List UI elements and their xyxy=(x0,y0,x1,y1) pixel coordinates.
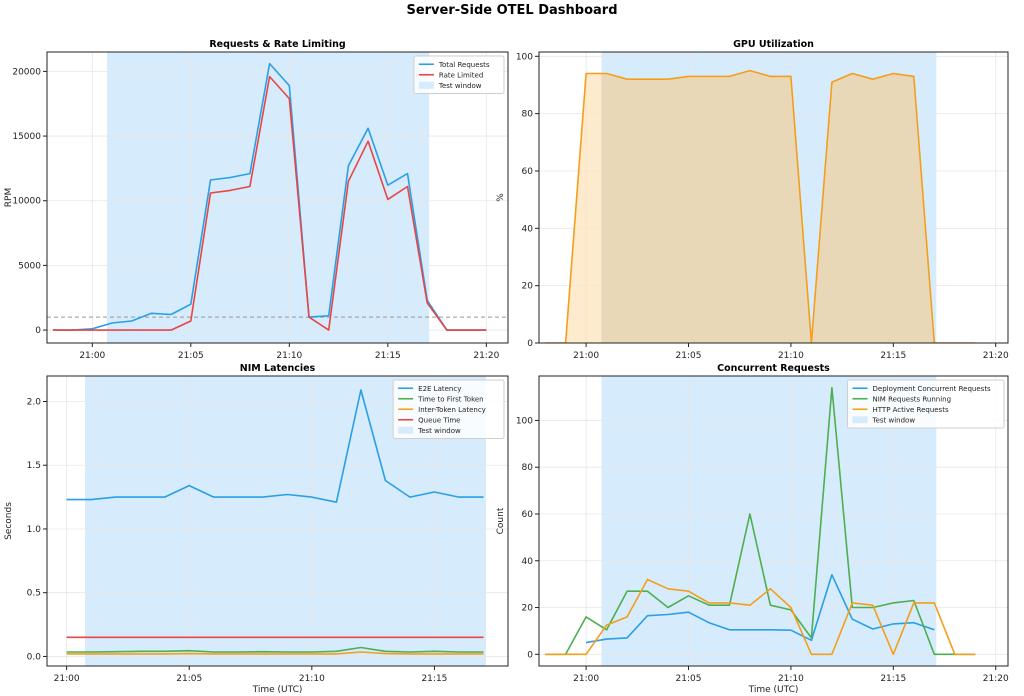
inter-token-latency-line xyxy=(66,651,484,655)
x-axis-label: Time (UTC) xyxy=(748,685,799,695)
y-tick-label: 0.0 xyxy=(27,652,42,662)
legend: Total Requests Rate Limited Test window xyxy=(413,55,505,94)
chart-title: Requests & Rate Limiting xyxy=(209,39,345,50)
legend-box xyxy=(847,379,1005,429)
x-tick-label: 21:10 xyxy=(778,674,804,684)
x-tick-label: 21:10 xyxy=(778,351,804,361)
y-tick-label: 20 xyxy=(522,282,534,292)
y-axis-label: Seconds xyxy=(4,502,14,540)
x-tick-label: 21:20 xyxy=(473,351,499,361)
y-tick-label: 1.5 xyxy=(27,461,41,471)
x-tick-label: 21:15 xyxy=(880,674,906,684)
y-tick-label: 2.0 xyxy=(27,397,42,407)
x-tick-label: 21:10 xyxy=(276,351,302,361)
y-tick-label: 20 xyxy=(522,604,534,614)
legend-swatch-patch xyxy=(418,81,434,89)
legend-label: Queue Time xyxy=(418,416,460,424)
legend-box xyxy=(413,55,505,94)
plot-frame xyxy=(46,375,509,667)
x-axis-label: Time (UTC) xyxy=(252,685,303,695)
y-tick-label: 0.5 xyxy=(27,589,41,599)
legend-label: Test window xyxy=(872,416,916,424)
x-tick-label: 21:15 xyxy=(375,351,401,361)
dashboard-title: Server-Side OTEL Dashboard xyxy=(406,3,618,18)
legend-label: HTTP Active Requests xyxy=(873,406,949,414)
gpu-area-fill xyxy=(545,70,976,343)
x-tick-label: 21:00 xyxy=(573,351,599,361)
chart-2: 21:00 21:05 21:10 21:15 21:20 0 20 40 60 80 100 GPU… xyxy=(496,39,1009,361)
y-tick-label: 80 xyxy=(522,110,534,120)
chart-3: 21:00 21:05 21:10 21:15 0.0 0.5 1.0 1.5 2.0 NIM L… xyxy=(4,363,509,695)
chart-title: GPU Utilization xyxy=(733,39,814,50)
x-tick-label: 21:15 xyxy=(880,351,906,361)
test-window-span xyxy=(107,52,430,343)
x-tick-label: 21:20 xyxy=(983,674,1009,684)
time-to-first-token-line xyxy=(66,646,484,653)
legend-swatch-patch xyxy=(398,426,414,434)
y-tick-label: 100 xyxy=(516,52,533,62)
legend-label: Test window xyxy=(438,82,482,90)
y-tick-label: 0 xyxy=(527,650,533,660)
gpu-utilization-line xyxy=(545,69,976,343)
x-tick-label: 21:05 xyxy=(176,674,202,684)
rate-limited-line xyxy=(52,75,487,331)
legend-swatch-patch xyxy=(852,416,868,424)
e2e-latency-line xyxy=(66,389,484,504)
legend-label: Test window xyxy=(417,427,461,435)
y-tick-label: 1.0 xyxy=(27,525,42,535)
legend-label: Inter-Token Latency xyxy=(418,406,486,414)
y-tick-label: 100 xyxy=(516,416,533,426)
legend-label: Rate Limited xyxy=(439,71,483,79)
y-tick-label: 20000 xyxy=(12,67,41,77)
legend-label: NIM Requests Running xyxy=(873,395,952,403)
plot-frame xyxy=(46,51,509,344)
x-tick-label: 21:05 xyxy=(676,351,702,361)
y-axis-label: RPM xyxy=(4,188,14,207)
y-axis-label: Count xyxy=(496,507,506,534)
legend-label: Deployment Concurrent Requests xyxy=(873,385,992,393)
y-tick-label: 15000 xyxy=(12,132,41,142)
x-tick-label: 21:10 xyxy=(299,674,325,684)
chart-4: 21:00 21:05 21:10 21:15 21:20 0 20 40 60 80 100 Con… xyxy=(496,363,1009,695)
legend: E2E Latency Time to First Token Inter-Toke… xyxy=(392,379,505,439)
gpu-area-window-overlap xyxy=(601,70,937,343)
x-tick-label: 21:20 xyxy=(983,351,1009,361)
y-tick-label: 40 xyxy=(522,224,534,234)
legend: Deployment Concurrent Requests NIM Reques… xyxy=(847,379,1005,429)
total-requests-line xyxy=(52,62,487,331)
deployment-concurrent-requests-line xyxy=(585,573,935,644)
y-tick-label: 5000 xyxy=(18,261,41,271)
x-tick-label: 21:00 xyxy=(54,674,80,684)
x-tick-label: 21:05 xyxy=(178,351,204,361)
y-tick-label: 0 xyxy=(527,339,533,349)
plot-frame xyxy=(538,51,1009,344)
x-tick-label: 21:15 xyxy=(421,674,447,684)
y-axis-label: % xyxy=(496,193,506,202)
x-tick-label: 21:05 xyxy=(676,674,702,684)
y-tick-label: 10000 xyxy=(12,197,41,207)
chart-title: Concurrent Requests xyxy=(717,363,830,374)
chart-title: NIM Latencies xyxy=(240,363,316,374)
plot-frame xyxy=(538,375,1009,667)
legend-label: Total Requests xyxy=(438,61,490,69)
y-tick-label: 60 xyxy=(522,510,534,520)
y-tick-label: 60 xyxy=(522,167,534,177)
chart-1: 21:00 21:05 21:10 21:15 21:20 0 5000 10000 15000… xyxy=(4,39,509,361)
y-tick-label: 0 xyxy=(35,326,41,336)
nim-requests-running-line xyxy=(545,386,976,656)
x-tick-label: 21:00 xyxy=(573,674,599,684)
http-active-requests-line xyxy=(545,578,976,656)
legend-label: Time to First Token xyxy=(417,395,483,403)
legend-label: E2E Latency xyxy=(418,385,461,393)
legend-box xyxy=(392,379,505,439)
y-tick-label: 80 xyxy=(522,463,534,473)
y-tick-label: 40 xyxy=(522,557,534,567)
x-tick-label: 21:00 xyxy=(79,351,105,361)
